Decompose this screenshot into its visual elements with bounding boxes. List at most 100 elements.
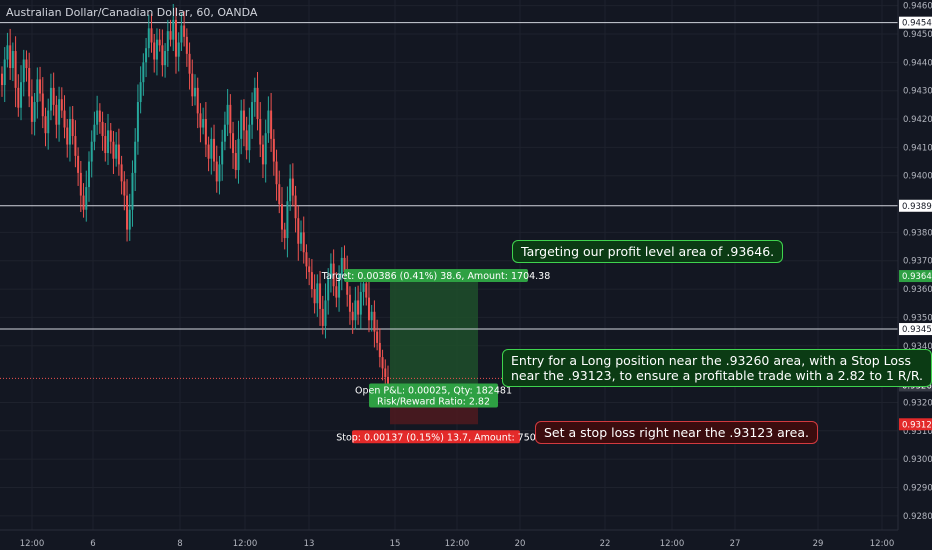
candle-body: [251, 102, 254, 125]
candle-body: [351, 311, 354, 321]
candle-body: [365, 283, 368, 298]
candle-body: [52, 87, 55, 105]
candle-body: [93, 124, 96, 142]
time-tick-label: 8: [177, 539, 182, 549]
candle-body: [202, 119, 205, 128]
stop-label-text: Stop: 0.00137 (0.15%) 13.7, Amount: 750: [336, 432, 536, 443]
candle-body: [126, 195, 129, 230]
candle-body: [85, 187, 88, 210]
candle-body: [172, 19, 175, 40]
candle-body: [14, 51, 17, 88]
candle-body: [55, 104, 58, 125]
candle-body: [234, 153, 237, 171]
candle-body: [329, 263, 332, 278]
candle-body: [112, 141, 115, 159]
candle-body: [174, 19, 177, 57]
candle-body: [79, 172, 82, 196]
pnl-label-text: Open P&L: 0.00025, Qty: 182481: [355, 385, 512, 396]
candle-body: [20, 82, 23, 108]
candle-body: [240, 110, 243, 139]
candle-body: [41, 93, 44, 117]
candle-body: [1, 73, 3, 86]
candle-body: [155, 39, 158, 60]
candle-body: [207, 144, 210, 159]
candle-body: [338, 274, 341, 298]
time-tick-label: 27: [730, 539, 741, 549]
candle-body: [348, 294, 351, 312]
candle-body: [354, 300, 357, 321]
candle-body: [145, 48, 148, 63]
candle-body: [185, 36, 188, 54]
candle-body: [221, 141, 224, 165]
time-tick-label: 15: [390, 539, 401, 549]
level-badge: [899, 323, 932, 336]
candle-body: [49, 87, 52, 111]
candle-body: [226, 104, 229, 125]
stop-callout[interactable]: Set a stop loss right near the .93123 ar…: [535, 421, 818, 444]
candle-body: [60, 99, 63, 111]
candle-body: [25, 59, 28, 69]
candle-body: [139, 82, 142, 103]
time-tick-label: 12:00: [445, 539, 470, 549]
time-tick-label: 12:00: [20, 539, 45, 549]
target-zone: [390, 276, 478, 386]
candle-body: [367, 297, 370, 321]
level-badge-text: 0.93459: [902, 325, 932, 335]
candle-body: [115, 144, 118, 159]
candle-body: [310, 272, 313, 290]
candle-body: [291, 178, 294, 196]
candle-body: [134, 141, 137, 173]
candle-body: [359, 291, 362, 315]
candle-body: [104, 136, 107, 154]
candle-body: [357, 300, 360, 315]
candle-body: [275, 161, 278, 185]
candle-body: [161, 45, 164, 66]
candle-body: [308, 266, 311, 273]
candle-body: [253, 87, 256, 103]
candle-body: [6, 45, 9, 60]
target-callout[interactable]: Targeting our profit level area of .9364…: [512, 240, 784, 263]
candle-body: [131, 172, 134, 210]
pnl-label-text: Risk/Reward Ratio: 2.82: [377, 396, 490, 407]
candle-body: [90, 141, 93, 162]
candle-body: [158, 39, 161, 46]
candle-body: [278, 184, 281, 205]
candle-body: [267, 110, 270, 134]
candle-body: [272, 138, 275, 162]
candle-body: [302, 232, 305, 253]
candle-body: [58, 99, 61, 125]
chart-title: Australian Dollar/Canadian Dollar, 60, O…: [6, 6, 258, 19]
entry-callout[interactable]: Entry for a Long position near the .9326…: [502, 349, 932, 387]
candle-body: [44, 116, 47, 134]
pnl-label-box: [369, 383, 498, 408]
candle-body: [294, 195, 297, 219]
level-badge: [899, 199, 932, 212]
candle-body: [245, 130, 248, 151]
candle-body: [177, 42, 180, 57]
candle-body: [289, 178, 292, 202]
target-label-box: [344, 269, 528, 283]
candle-body: [123, 181, 126, 196]
stop-callout-text: Set a stop loss right near the .93123 ar…: [544, 425, 809, 440]
candle-body: [166, 31, 169, 52]
candle-body: [332, 263, 335, 287]
candle-body: [297, 218, 300, 244]
candle-body: [362, 283, 365, 292]
candle-body: [66, 127, 69, 145]
candle-body: [229, 104, 232, 134]
target-label-text: Target: 0.00386 (0.41%) 38.6, Amount: 17…: [321, 271, 551, 282]
candle-body: [270, 110, 273, 139]
candle-body: [47, 110, 50, 134]
candle-body: [33, 102, 36, 122]
target-callout-text: Targeting our profit level area of .9364…: [521, 244, 775, 259]
